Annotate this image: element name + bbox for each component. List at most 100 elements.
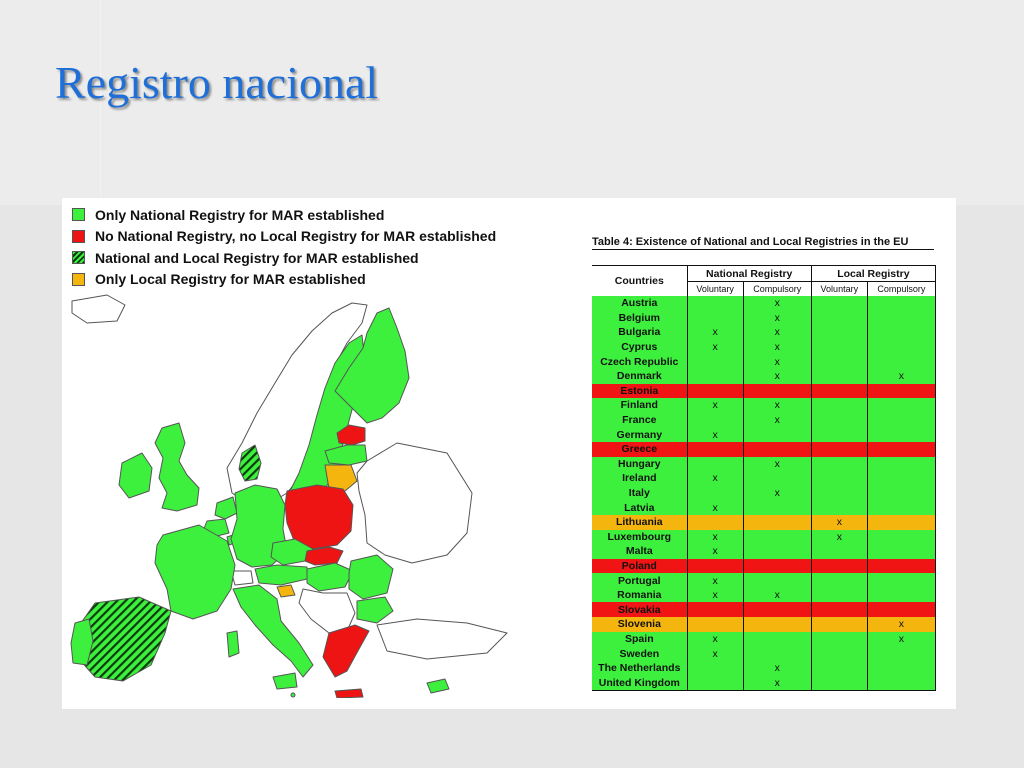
registry-table: Countries National Registry Local Regist… xyxy=(592,265,937,692)
map-bulgaria xyxy=(356,596,394,624)
country-cell: France xyxy=(592,412,688,428)
map-ireland xyxy=(118,452,153,499)
table-row: Austria x xyxy=(592,296,937,311)
national-compulsory-cell xyxy=(743,617,812,632)
country-cell: The Netherlands xyxy=(592,660,688,676)
map-greece xyxy=(322,624,370,678)
europe-map xyxy=(70,294,508,698)
country-cell: Poland xyxy=(592,558,688,574)
map-crete xyxy=(334,688,364,698)
legend-label: National and Local Registry for MAR esta… xyxy=(95,249,419,266)
map-netherlands xyxy=(214,496,238,520)
local-voluntary-cell xyxy=(811,587,868,603)
national-compulsory-cell xyxy=(743,383,812,399)
local-compulsory-cell xyxy=(867,456,937,472)
national-compulsory-cell: x xyxy=(743,368,812,384)
local-voluntary-cell xyxy=(811,617,868,632)
legend-swatch-red xyxy=(72,229,85,243)
local-voluntary-cell xyxy=(811,631,868,647)
table-row: Hungary x xyxy=(592,456,937,472)
local-voluntary-cell xyxy=(811,471,868,486)
national-voluntary-cell xyxy=(687,456,744,472)
map-malta xyxy=(290,692,296,698)
country-cell: Czech Republic xyxy=(592,354,688,369)
national-compulsory-cell: x xyxy=(743,354,812,369)
table-row: Cyprus x x xyxy=(592,339,937,355)
country-cell: Ireland xyxy=(592,471,688,486)
local-compulsory-cell xyxy=(867,398,937,413)
table-row: Latvia x xyxy=(592,500,937,515)
table-row: France x xyxy=(592,412,937,428)
national-compulsory-cell: x xyxy=(743,456,812,472)
local-compulsory-cell xyxy=(867,485,937,501)
local-compulsory-cell xyxy=(867,441,937,457)
country-cell: Malta xyxy=(592,544,688,559)
local-voluntary-cell xyxy=(811,354,868,369)
legend-swatch-green xyxy=(72,208,85,222)
table-row: Sweden x xyxy=(592,646,937,661)
table-row: The Netherlands x xyxy=(592,660,937,676)
local-voluntary-cell xyxy=(811,456,868,472)
map-sicily xyxy=(272,672,298,690)
local-voluntary-cell xyxy=(811,339,868,355)
local-compulsory-cell xyxy=(867,529,937,545)
local-voluntary-cell xyxy=(811,675,868,692)
map-turkey xyxy=(376,618,508,660)
local-compulsory-cell xyxy=(867,339,937,355)
map-balkans xyxy=(298,588,356,634)
legend-item-no-registry: No National Registry, no Local Registry … xyxy=(72,226,496,248)
local-voluntary-cell xyxy=(811,573,868,588)
legend-label: Only Local Registry for MAR established xyxy=(95,271,366,288)
country-cell: Portugal xyxy=(592,573,688,588)
local-compulsory-cell xyxy=(867,310,937,326)
national-voluntary-cell xyxy=(687,441,744,457)
country-cell: Latvia xyxy=(592,500,688,515)
national-compulsory-cell: x xyxy=(743,325,812,340)
local-voluntary-cell: x xyxy=(811,514,868,530)
table-row: Germany x xyxy=(592,427,937,442)
table-row: Estonia xyxy=(592,383,937,399)
table-row: Slovenia x xyxy=(592,617,937,632)
map-legend: Only National Registry for MAR establish… xyxy=(72,204,496,290)
country-cell: Hungary xyxy=(592,456,688,472)
local-compulsory-cell xyxy=(867,602,937,618)
country-cell: Slovenia xyxy=(592,617,688,632)
map-austria xyxy=(254,564,308,586)
map-east xyxy=(356,442,473,564)
table-row: Italy x xyxy=(592,485,937,501)
local-compulsory-cell xyxy=(867,325,937,340)
header-national-compulsory: Compulsory xyxy=(743,281,812,296)
local-voluntary-cell xyxy=(811,412,868,428)
national-voluntary-cell xyxy=(687,368,744,384)
national-voluntary-cell xyxy=(687,412,744,428)
national-voluntary-cell: x xyxy=(687,544,744,559)
map-slovenia xyxy=(276,584,296,598)
country-cell: United Kingdom xyxy=(592,675,688,692)
country-cell: Austria xyxy=(592,296,688,311)
country-cell: Romania xyxy=(592,587,688,603)
table-row: Finland x x xyxy=(592,398,937,413)
slide-title: Registro nacional xyxy=(55,57,379,108)
map-estonia xyxy=(336,424,366,446)
map-romania xyxy=(348,554,394,600)
table-row: Bulgaria x x xyxy=(592,325,937,340)
local-compulsory-cell xyxy=(867,296,937,311)
table-row: Luxembourg x x xyxy=(592,529,937,545)
table-row: Ireland x xyxy=(592,471,937,486)
country-cell: Italy xyxy=(592,485,688,501)
local-compulsory-cell xyxy=(867,383,937,399)
national-voluntary-cell xyxy=(687,354,744,369)
legend-item-national-and-local: National and Local Registry for MAR esta… xyxy=(72,247,496,269)
local-compulsory-cell xyxy=(867,500,937,515)
country-cell: Slovakia xyxy=(592,602,688,618)
national-compulsory-cell xyxy=(743,427,812,442)
table-row: Portugal x xyxy=(592,573,937,588)
map-iceland xyxy=(71,294,126,324)
header-countries: Countries xyxy=(592,265,688,296)
national-compulsory-cell: x xyxy=(743,412,812,428)
map-poland xyxy=(284,484,354,550)
legend-item-local-only: Only Local Registry for MAR established xyxy=(72,269,496,291)
table-row: Slovakia xyxy=(592,602,937,618)
national-compulsory-cell xyxy=(743,514,812,530)
map-uk xyxy=(154,422,200,512)
